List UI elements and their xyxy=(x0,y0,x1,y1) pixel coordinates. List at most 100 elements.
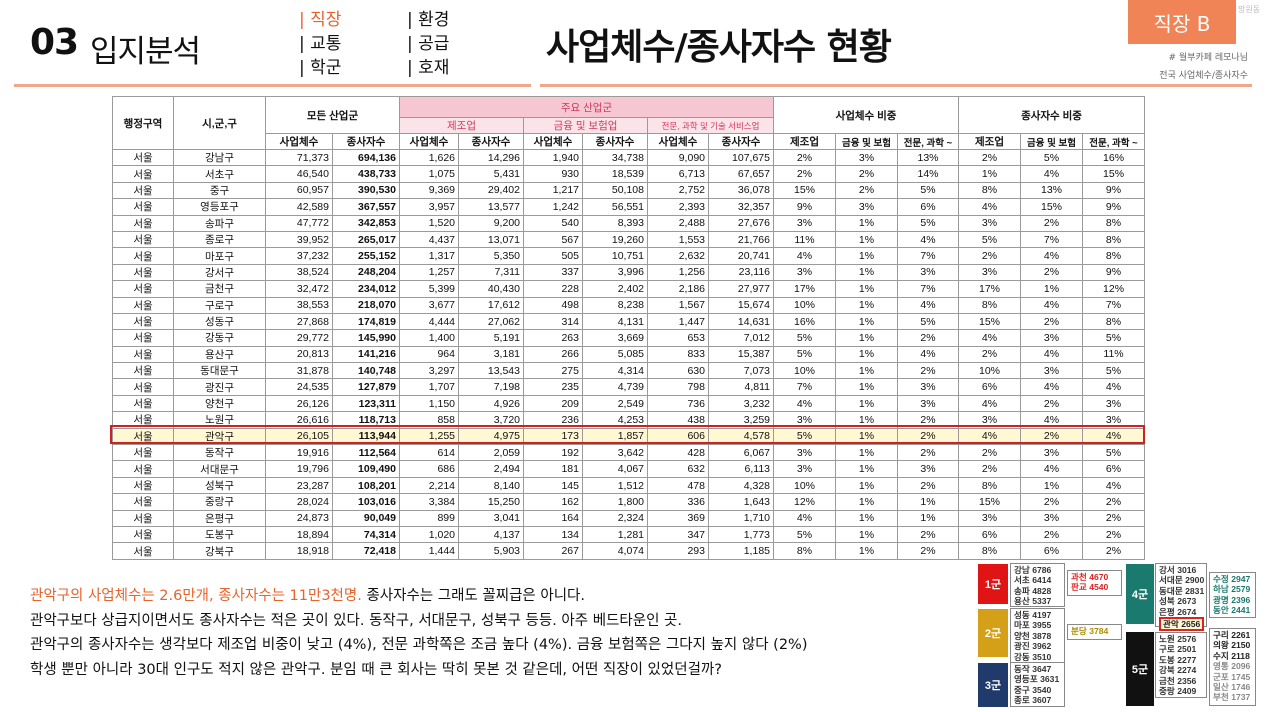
note-highlight: 관악구의 사업체수는 2.6만개, 종사자수는 11만3천명. xyxy=(30,588,362,604)
table-cell: 23,287 xyxy=(265,476,333,495)
table-cell: 16% xyxy=(773,312,836,331)
table-cell: 서울 xyxy=(112,411,174,429)
table-cell: 15% xyxy=(958,312,1022,331)
nav-item-environment[interactable]: | 환경 xyxy=(407,10,450,30)
nav-item-jobs[interactable]: | 직장 xyxy=(299,10,342,30)
tier-entry: 일산 1746 xyxy=(1213,682,1251,693)
table-cell: 성북구 xyxy=(173,476,266,495)
table-cell: 236 xyxy=(523,411,583,429)
table-cell: 18,918 xyxy=(265,542,333,560)
table-cell: 은평구 xyxy=(173,509,266,527)
tier-entry: 중구 3540 xyxy=(1014,684,1052,695)
table-row: 서울 도봉구 18,894 74,314 1,020 4,137 134 1,281 347 1,… xyxy=(112,525,1146,544)
table-cell: 8% xyxy=(1082,214,1146,232)
col-professional: 전문, 과학 및 기술 서비스업 xyxy=(647,117,774,134)
table-cell: 5% xyxy=(773,329,836,347)
table-cell: 145,990 xyxy=(332,329,400,347)
nav-item-transport[interactable]: | 교통 xyxy=(299,34,342,54)
table-cell: 31,878 xyxy=(265,362,333,380)
table-cell: 162 xyxy=(523,493,583,511)
table-row: 서울 중구 60,957 390,530 9,369 29,402 1,217 50,108 2… xyxy=(112,181,1146,200)
table-cell: 2,324 xyxy=(582,509,648,527)
table-cell: 3% xyxy=(773,214,836,232)
table-cell: 5% xyxy=(1082,362,1146,380)
tier-5-seoul: 노원 2576 구로 2501 도봉 2277 강북 2274 금천 2356 … xyxy=(1155,632,1207,698)
table-cell: 209 xyxy=(523,394,583,413)
tier-entry: 강동 3510 xyxy=(1014,651,1052,662)
table-cell: 서울 xyxy=(112,509,174,527)
table-cell: 26,105 xyxy=(265,427,333,446)
table-cell: 32,472 xyxy=(265,280,333,298)
col-finance: 금융 및 보험업 xyxy=(523,117,648,134)
table-cell: 3,232 xyxy=(708,394,774,413)
tier-entry: 영등포 3631 xyxy=(1014,674,1060,685)
table-cell: 강동구 xyxy=(173,329,266,347)
table-cell: 27,977 xyxy=(708,280,774,298)
watermark: 망원동 xyxy=(1238,5,1261,14)
table-cell: 1% xyxy=(835,263,898,282)
tier-chart: 1군 강남 6786 서초 6414 송파 4828 용산 5337 과천 46… xyxy=(978,562,1256,708)
table-cell: 4,739 xyxy=(582,378,648,396)
table-cell: 5% xyxy=(773,525,836,544)
page-title: 사업체수/종사자수 현황 xyxy=(546,27,892,68)
table-cell: 3% xyxy=(1020,329,1084,347)
tier-1-seoul: 강남 6786 서초 6414 송파 4828 용산 5337 xyxy=(1010,563,1065,607)
table-row: 서울 은평구 24,873 90,049 899 3,041 164 2,324 369 1,71… xyxy=(112,509,1146,527)
table-cell: 2,632 xyxy=(647,247,709,265)
table-cell: 중구 xyxy=(173,181,266,200)
table-cell: 1,707 xyxy=(399,378,459,396)
table-cell: 3% xyxy=(896,394,960,413)
table-cell: 노원구 xyxy=(173,411,266,429)
col-district: 시,군,구 xyxy=(173,96,266,150)
tier-entry: 하남 2579 xyxy=(1213,584,1251,595)
table-cell: 서초구 xyxy=(173,165,266,183)
table-cell: 314 xyxy=(523,312,583,331)
table-cell: 367,557 xyxy=(332,198,400,216)
table-cell: 서울 xyxy=(112,312,174,331)
table-cell: 서울 xyxy=(112,230,174,249)
table-cell: 2% xyxy=(773,165,836,183)
table-cell: 7,311 xyxy=(458,263,524,282)
table-cell: 4,975 xyxy=(458,427,524,446)
table-cell: 263 xyxy=(523,329,583,347)
table-cell: 2% xyxy=(896,444,960,462)
tier-entry: 동대문 2831 xyxy=(1159,585,1205,596)
tier-entry: 동안 2441 xyxy=(1213,605,1251,616)
table-cell: 46,540 xyxy=(265,165,333,183)
table-cell: 2% xyxy=(1020,427,1084,446)
table-cell: 27,676 xyxy=(708,214,774,232)
table-cell: 1,217 xyxy=(523,181,583,200)
table-cell: 37,232 xyxy=(265,247,333,265)
table-cell: 567 xyxy=(523,230,583,249)
col-worker-ratio: 종사자수 비중 xyxy=(958,96,1146,134)
table-cell: 2% xyxy=(896,542,960,560)
nav-item-school[interactable]: | 학군 xyxy=(299,58,342,78)
table-cell: 833 xyxy=(647,345,709,364)
table-cell: 2% xyxy=(1082,542,1146,560)
table-cell: 4,444 xyxy=(399,312,459,331)
table-cell: 3% xyxy=(1082,411,1146,429)
table-cell: 서울 xyxy=(112,542,174,560)
table-cell: 4% xyxy=(958,198,1022,216)
table-row: 서울 종로구 39,952 265,017 4,437 13,071 567 19,260 1,… xyxy=(112,230,1146,249)
table-cell: 15% xyxy=(958,493,1022,511)
table-row: 서울 마포구 37,232 255,152 1,317 5,350 505 10,751 2,6… xyxy=(112,247,1146,265)
table-cell: 266 xyxy=(523,345,583,364)
table-cell: 24,873 xyxy=(265,509,333,527)
table-cell: 6,067 xyxy=(708,444,774,462)
table-cell: 1% xyxy=(835,509,898,527)
table-cell: 18,894 xyxy=(265,525,333,544)
table-cell: 293 xyxy=(647,542,709,560)
table-cell: 1,444 xyxy=(399,542,459,560)
tier-entry: 은평 2674 xyxy=(1159,606,1197,617)
nav-item-development[interactable]: | 호재 xyxy=(407,58,450,78)
table-cell: 서울 xyxy=(112,214,174,232)
table-row: 서울 강동구 29,772 145,990 1,400 5,191 263 3,669 653 7… xyxy=(112,329,1146,347)
table-cell: 67,657 xyxy=(708,165,774,183)
table-cell: 2,186 xyxy=(647,280,709,298)
table-cell: 마포구 xyxy=(173,247,266,265)
table-cell: 9% xyxy=(1082,263,1146,282)
table-cell: 16% xyxy=(1082,148,1146,167)
table-cell: 4% xyxy=(896,230,960,249)
nav-item-supply[interactable]: | 공급 xyxy=(407,34,450,54)
